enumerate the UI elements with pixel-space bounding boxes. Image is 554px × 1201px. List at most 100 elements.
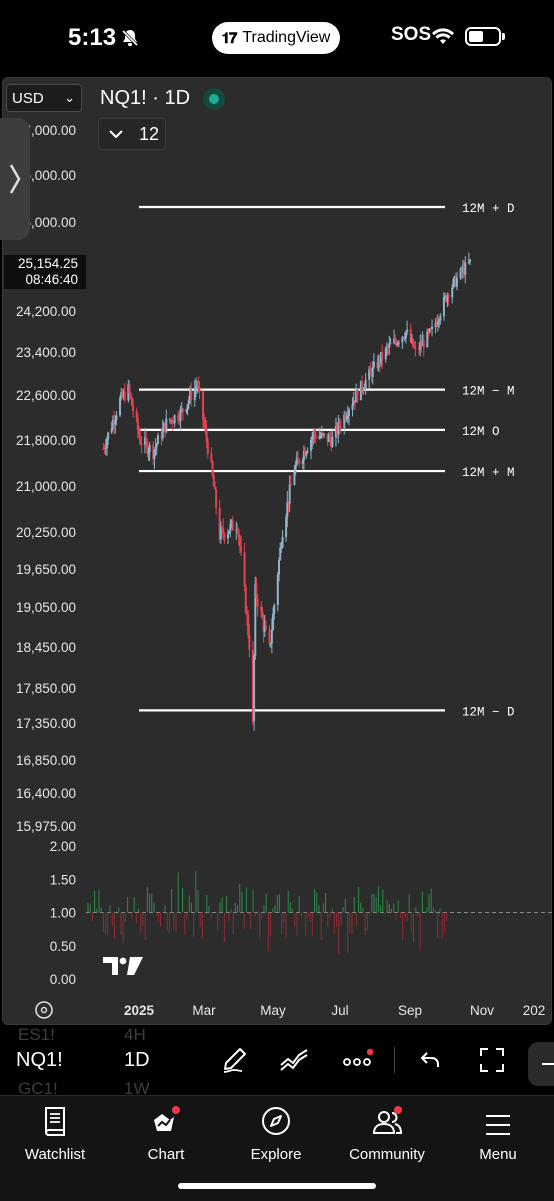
app-pill-label: TradingView (242, 29, 331, 46)
ghost-timeframe-above: 4H (124, 1025, 146, 1044)
candle-body (305, 452, 308, 456)
ghost-timeframe-below: 1W (124, 1079, 150, 1098)
candle-body (269, 643, 272, 645)
candle-body (178, 420, 181, 422)
y-tick-label: 26,000.00 (16, 215, 76, 230)
candle-body (153, 449, 156, 459)
candle-body (198, 386, 201, 391)
candle-body (421, 340, 424, 347)
fullscreen-button[interactable] (474, 1042, 510, 1078)
candle-body (122, 391, 125, 397)
timeframe-picker[interactable]: 1D (124, 1049, 150, 1071)
candle-body (402, 336, 405, 339)
indicators-button[interactable] (276, 1042, 312, 1078)
candle-body (460, 268, 463, 273)
y-tick-label: 21,800.00 (16, 433, 76, 448)
candle-body (197, 385, 200, 387)
market-status-icon[interactable] (203, 88, 225, 110)
candle-body (185, 409, 188, 412)
candle-body (295, 457, 298, 465)
tab-explore[interactable]: Explore (226, 1100, 326, 1163)
candle-body (132, 405, 135, 411)
candle-body (419, 342, 422, 350)
book-icon (45, 1107, 65, 1136)
plus-icon (542, 1063, 554, 1065)
candle-body (205, 429, 208, 441)
app-pill[interactable]: 𝟏𝟕 TradingView (212, 22, 340, 54)
people-icon (372, 1106, 403, 1134)
candle-body (215, 489, 218, 508)
candle-body (393, 338, 396, 344)
y-tick-label: 24,200.00 (16, 304, 76, 319)
candle-body (463, 267, 466, 275)
tab-community[interactable]: Community (337, 1100, 437, 1163)
x-tick-label: Mar (192, 1003, 216, 1018)
candle-body (302, 451, 305, 461)
candle-body (454, 276, 457, 287)
candle-body (414, 347, 417, 349)
candle-body (243, 551, 246, 587)
candle-body (384, 348, 387, 360)
currency-select[interactable]: USD ⌄ (6, 84, 82, 112)
candle-body (326, 433, 329, 442)
undo-button[interactable] (412, 1042, 448, 1078)
candle-body (136, 418, 139, 430)
draw-button[interactable] (216, 1042, 252, 1078)
candle-body (329, 435, 332, 440)
more-button[interactable] (340, 1042, 376, 1078)
candle-body (105, 439, 108, 448)
tab-watchlist[interactable]: Watchlist (5, 1100, 105, 1163)
add-button[interactable] (528, 1042, 554, 1086)
hamburger-icon (486, 1115, 510, 1135)
battery-icon (465, 27, 501, 46)
x-tick-label: 2025 (124, 1003, 155, 1018)
indicator-lines-icon (280, 1049, 308, 1071)
candle-body (404, 331, 407, 338)
candle-body (336, 425, 339, 435)
candle-body (380, 352, 383, 364)
candle-body (154, 446, 157, 450)
settings-icon-center (40, 1006, 48, 1014)
candle-body (467, 261, 470, 263)
indicators-collapse-button[interactable]: 12 (98, 118, 166, 150)
chart-panel[interactable] (2, 77, 552, 1025)
candle-body (389, 343, 392, 345)
candle-body (304, 451, 307, 456)
candle-body (196, 385, 199, 387)
candle-body (381, 352, 384, 360)
candle-body (401, 336, 404, 343)
candle-body (287, 501, 290, 504)
candle-body (412, 338, 415, 348)
symbol-title[interactable]: NQ1! · 1D (100, 87, 191, 109)
candle-body (238, 536, 241, 547)
x-tick-label: May (260, 1003, 286, 1018)
candle-body (378, 357, 381, 364)
candle-body (171, 419, 174, 423)
candle-body (222, 528, 225, 534)
candle-body (409, 329, 412, 342)
candle-body (231, 520, 234, 531)
candle-body (410, 338, 413, 342)
tab-menu[interactable]: Menu (448, 1100, 548, 1163)
chart-plot[interactable]: 27,000.00 26,000.00 26,000.00 24,200.00 23,4… (0, 77, 554, 1025)
candle-body (452, 279, 455, 288)
status-time: 5:13 (68, 24, 117, 51)
ticker-picker[interactable]: NQ1! (16, 1049, 63, 1071)
pen-icon (223, 1048, 246, 1073)
candle-body (285, 517, 288, 537)
candle-body (253, 655, 256, 722)
candle-body (138, 429, 140, 436)
candle-body (244, 586, 247, 613)
candle-body (262, 618, 265, 632)
fullscreen-icon (480, 1048, 504, 1072)
candle-body (355, 389, 358, 403)
candle-body (312, 431, 315, 438)
y-tick-label: 21,000.00 (16, 479, 76, 494)
tab-chart[interactable]: Chart (116, 1100, 216, 1163)
candle-body (226, 533, 229, 539)
candle-body (346, 415, 349, 418)
drawer-handle-button[interactable] (0, 118, 30, 240)
candle-body (148, 444, 151, 452)
candle-body (162, 423, 165, 429)
candle-body (337, 422, 340, 435)
